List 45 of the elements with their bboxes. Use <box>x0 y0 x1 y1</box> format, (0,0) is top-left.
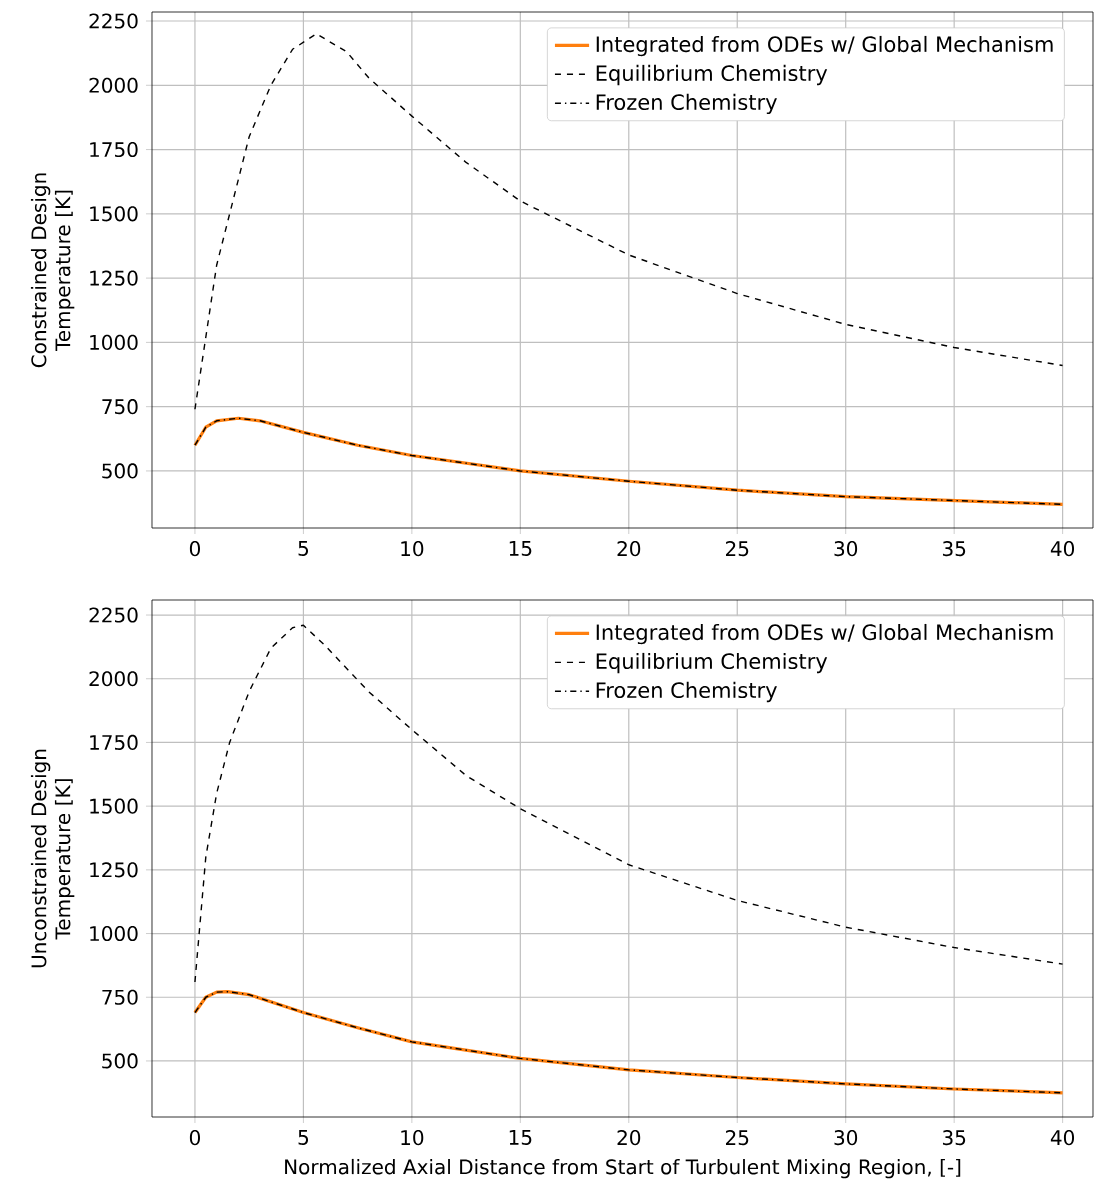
x-tick-label: 5 <box>298 541 309 556</box>
x-tick-label: 35 <box>942 1130 966 1146</box>
y-tick-label: 2000 <box>89 671 138 687</box>
x-tick-label: 40 <box>1050 541 1075 557</box>
x-tick-label: 25 <box>726 1130 749 1146</box>
x-tick-label: 35 <box>942 541 966 557</box>
y-axis-title: Constrained Design Temperature [K] <box>30 173 75 368</box>
y-tick-label: 2250 <box>89 13 138 29</box>
y-tick-label: 1250 <box>90 862 138 878</box>
x-tick-label: 10 <box>401 541 424 557</box>
y-tick-label: 2250 <box>89 607 138 623</box>
y-tick-label: 1250 <box>90 270 138 286</box>
y-axis-title: Unconstrained Design Temperature [K] <box>30 749 75 968</box>
y-tick-label: 1500 <box>90 206 138 222</box>
legend-label: Integrated from ODEs w/ Global Mechanism <box>596 623 1053 645</box>
y-tick-label: 500 <box>102 463 138 479</box>
x-tick-label: 30 <box>834 541 858 557</box>
y-tick-label: 1750 <box>90 141 138 158</box>
x-tick-label: 20 <box>617 541 641 557</box>
legend-label: Equilibrium Chemistry <box>596 652 828 674</box>
y-tick-label: 1000 <box>90 334 138 350</box>
y-tick-label: 500 <box>102 1053 138 1069</box>
x-tick-label: 30 <box>834 1130 858 1146</box>
legend-label: Frozen Chemistry <box>596 93 777 115</box>
x-tick-label: 25 <box>726 541 749 557</box>
x-tick-label: 15 <box>509 541 532 556</box>
x-axis-title: Normalized Axial Distance from Start of Turbulent Mixing Region, [-] <box>285 1158 961 1179</box>
legend-label: Frozen Chemistry <box>596 681 777 703</box>
x-tick-label: 0 <box>189 541 200 557</box>
line-series <box>194 624 1064 983</box>
line-series <box>194 33 1064 410</box>
x-tick-label: 40 <box>1050 1130 1075 1146</box>
x-tick-label: 15 <box>509 1130 532 1145</box>
y-tick-label: 1000 <box>90 925 138 942</box>
y-tick-label: 2000 <box>89 77 138 93</box>
x-tick-label: 0 <box>189 1130 200 1146</box>
x-tick-label: 10 <box>401 1130 424 1146</box>
legend-label: Integrated from ODEs w/ Global Mechanism <box>596 35 1053 57</box>
y-tick-label: 1500 <box>90 798 138 814</box>
y-tick-label: 750 <box>102 989 138 1005</box>
x-tick-label: 5 <box>298 1130 309 1145</box>
x-tick-label: 20 <box>617 1130 641 1146</box>
y-tick-label: 1750 <box>90 734 138 750</box>
y-tick-label: 750 <box>102 399 138 415</box>
legend-label: Equilibrium Chemistry <box>596 64 828 86</box>
